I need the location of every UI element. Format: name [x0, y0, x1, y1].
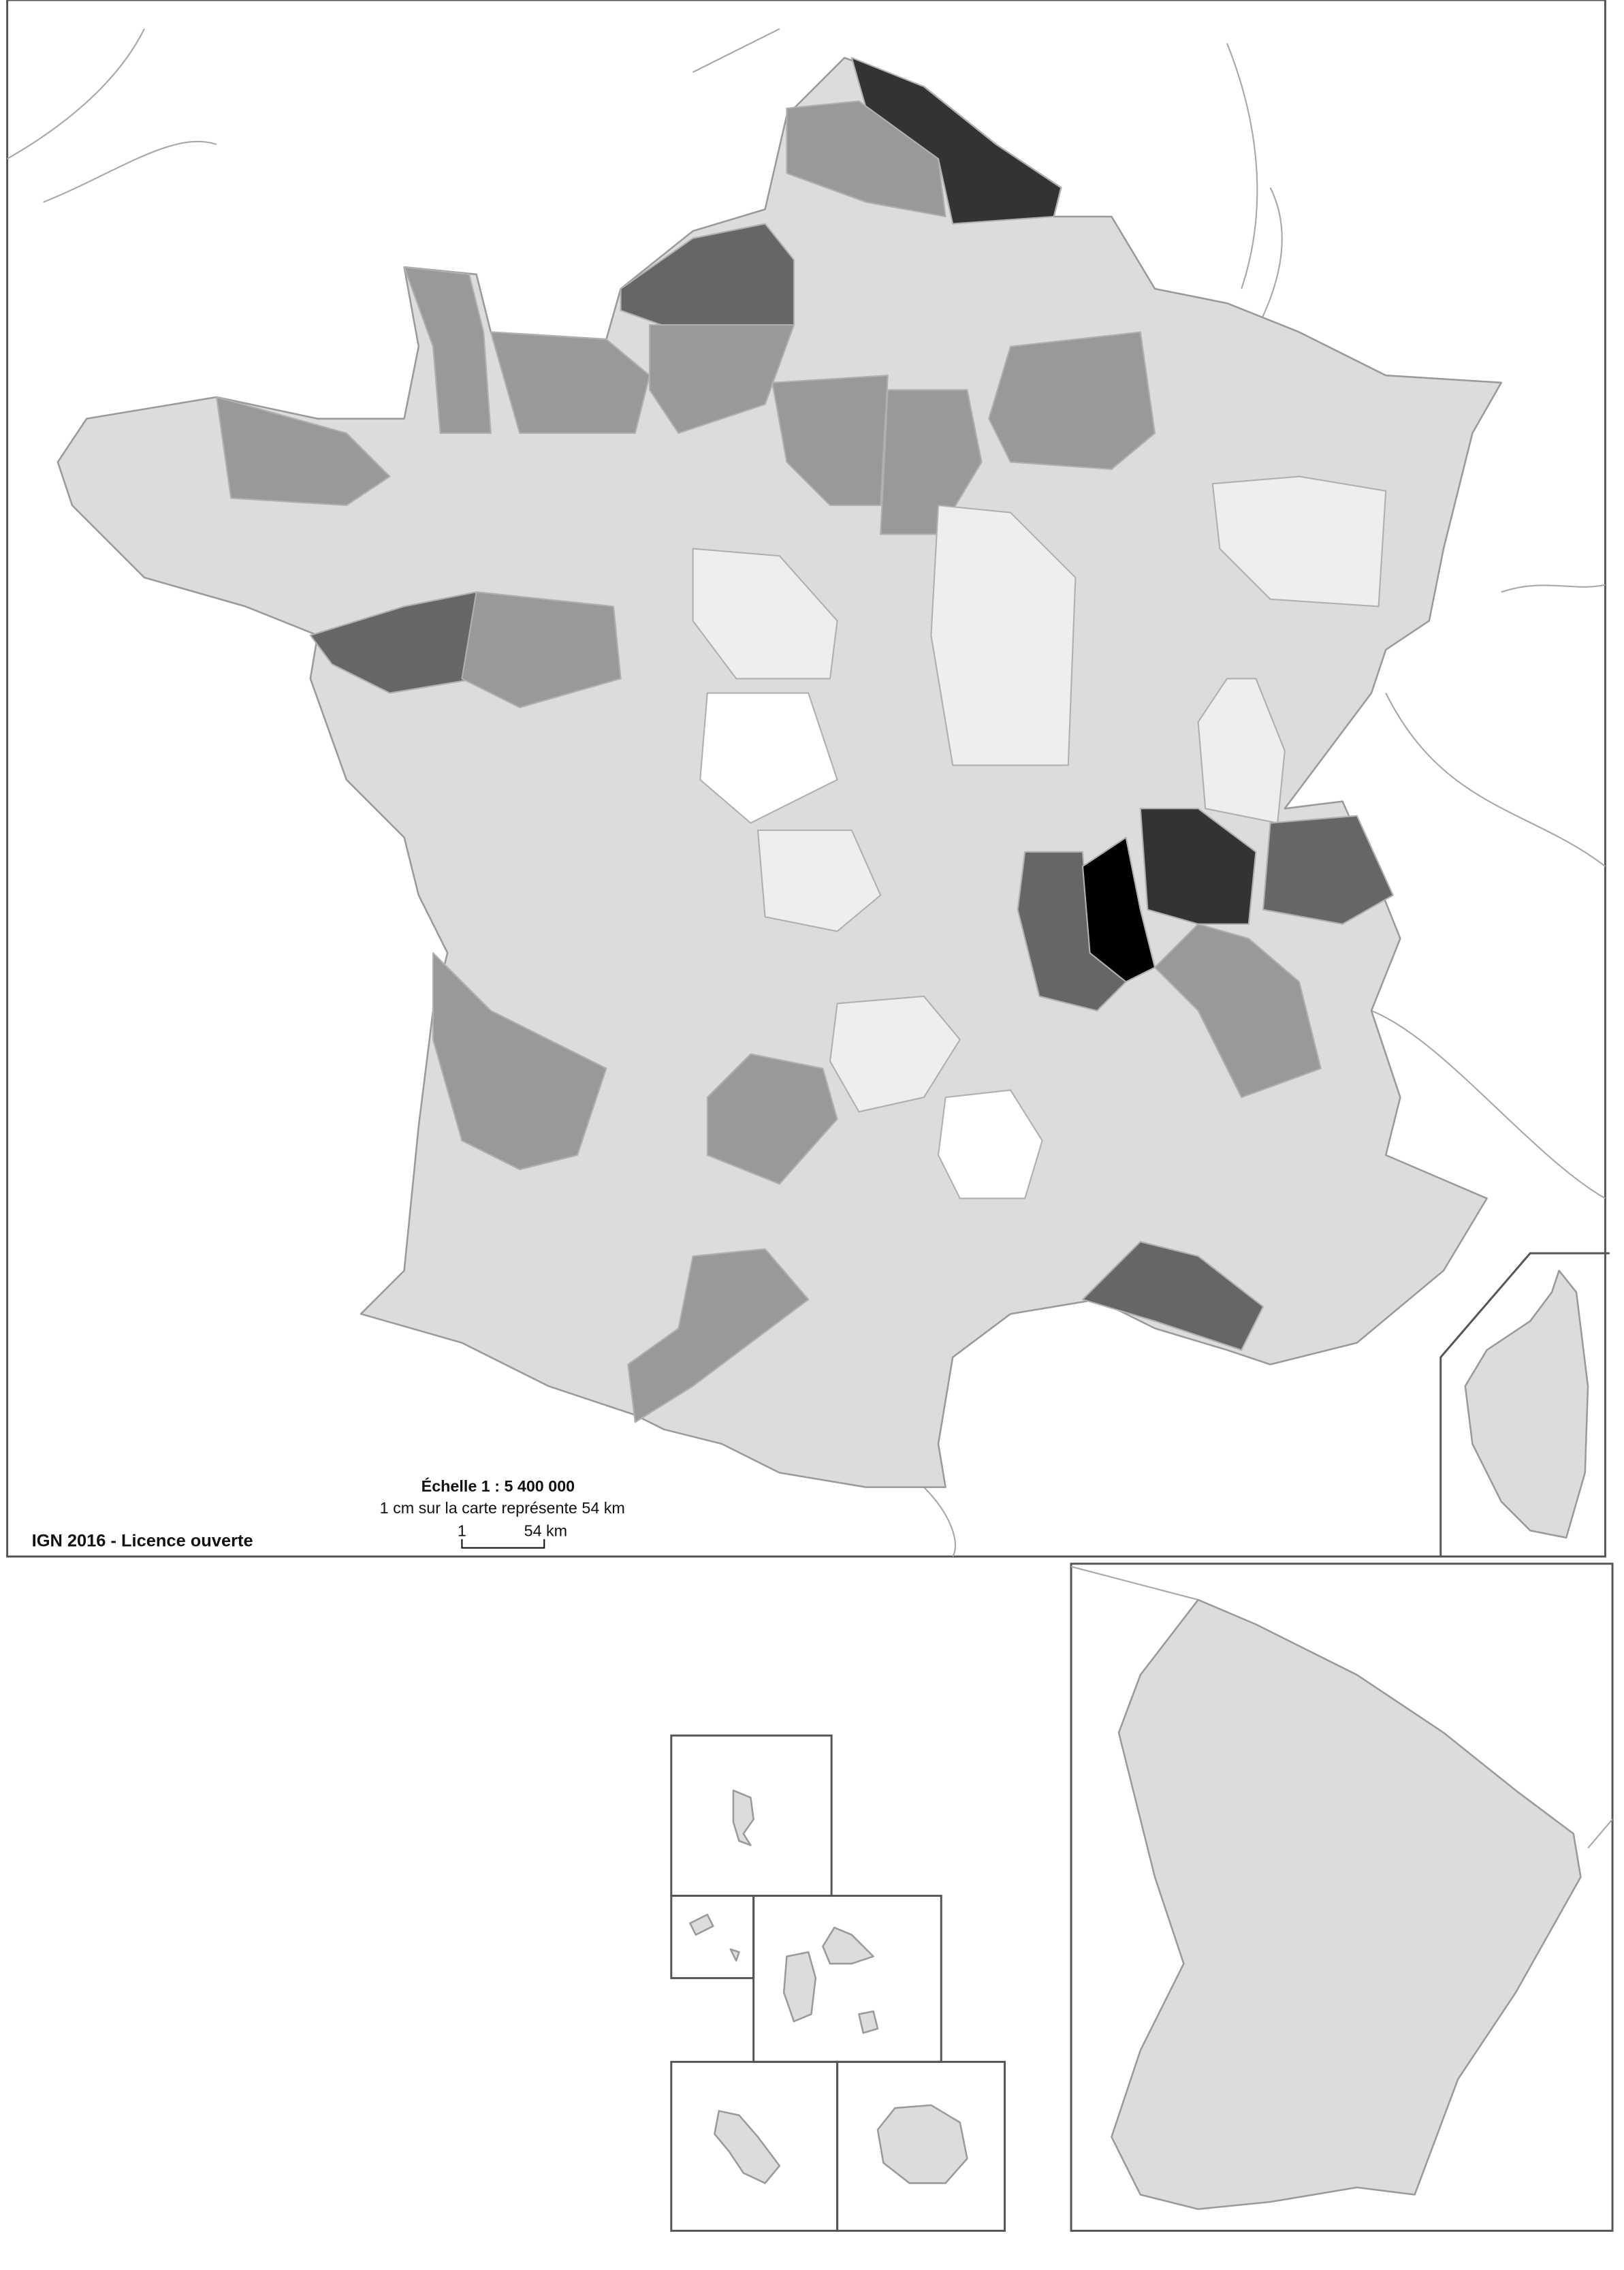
- dept-loiret[interactable]: [692, 548, 838, 680]
- scale-bar: [461, 1539, 545, 1549]
- dept-isere[interactable]: [1153, 923, 1322, 1099]
- scale-bar-start: 1: [458, 1522, 466, 1540]
- dept-haute-garonne[interactable]: [627, 1248, 810, 1423]
- dept-ile-de-france[interactable]: [771, 375, 889, 507]
- dept-cantal[interactable]: [937, 1089, 1043, 1199]
- scale-title: Échelle 1 : 5 400 000: [421, 1477, 575, 1495]
- dept-haute-saone[interactable]: [1211, 475, 1387, 608]
- guadeloupe-inset-frame: [752, 1895, 942, 2063]
- guadeloupe-island[interactable]: [782, 1926, 879, 2034]
- corsica-inset-frame: [1439, 1252, 1610, 1557]
- dept-seine-maritime[interactable]: [620, 223, 795, 347]
- dept-seine-et-marne[interactable]: [880, 389, 983, 535]
- reunion-inset-frame: [836, 2060, 1006, 2232]
- dept-maine-et-loire[interactable]: [461, 591, 622, 708]
- dept-haute-vienne[interactable]: [757, 829, 882, 932]
- guyane-border: [1070, 1566, 1613, 1849]
- neighbour-border-lines: [7, 28, 1606, 1557]
- dept-bouches-du-rhone[interactable]: [1081, 1241, 1264, 1351]
- dept-creuse[interactable]: [829, 995, 961, 1113]
- dept-dordogne[interactable]: [706, 1053, 838, 1185]
- credit-text: IGN 2016 - Licence ouverte: [32, 1532, 253, 1551]
- dept-marne[interactable]: [988, 331, 1156, 471]
- reunion-island[interactable]: [876, 2104, 968, 2184]
- dept-ain[interactable]: [1139, 808, 1257, 925]
- dept-calvados-orne[interactable]: [490, 331, 651, 435]
- martinique-island[interactable]: [714, 2110, 781, 2184]
- scale-subtitle: 1 cm sur la carte représente 54 km: [380, 1499, 625, 1517]
- departments: [215, 57, 1394, 1423]
- dept-gironde[interactable]: [432, 952, 607, 1171]
- dept-pas-de-calais[interactable]: [786, 100, 946, 218]
- guyane-territory[interactable]: [1111, 1598, 1582, 2210]
- dept-manche[interactable]: [403, 266, 492, 435]
- dept-indre[interactable]: [699, 692, 838, 824]
- corsica-island[interactable]: [1464, 1270, 1589, 1539]
- mayotte-island[interactable]: [732, 1789, 754, 1846]
- metropole-frame: [6, 0, 1606, 1558]
- saint-pierre-island[interactable]: [689, 1913, 740, 1962]
- scale-bar-end: 54 km: [524, 1522, 567, 1540]
- dept-yonne-nievre[interactable]: [930, 504, 1077, 766]
- dept-cotes-darmor[interactable]: [215, 396, 391, 507]
- dept-eure[interactable]: [648, 324, 795, 435]
- saint-pierre-inset-frame: [670, 1895, 755, 1979]
- guyane-inset-frame: [1070, 1562, 1614, 2232]
- dept-haute-savoie[interactable]: [1262, 815, 1394, 925]
